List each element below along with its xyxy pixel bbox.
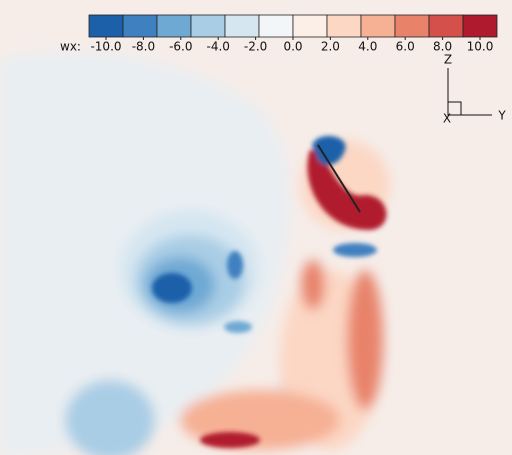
- colorbar-swatch: [190, 14, 226, 38]
- colorbar-swatch: [360, 14, 396, 38]
- colorbar-label: wx:: [60, 40, 81, 54]
- colorbar-tick-label: -10.0: [90, 40, 121, 54]
- contour-field: [0, 52, 390, 455]
- colorbar-swatch: [428, 14, 464, 38]
- colorbar-swatch: [394, 14, 430, 38]
- colorbar-swatch: [156, 14, 192, 38]
- colorbar-swatch: [326, 14, 362, 38]
- colorbar-swatch: [122, 14, 158, 38]
- colorbar-tick-label: 4.0: [358, 40, 377, 54]
- colorbar-swatch: [292, 14, 328, 38]
- colorbar-tick-label: 2.0: [321, 40, 340, 54]
- colorbar-swatch: [224, 14, 260, 38]
- colorbar-tick-label: -6.0: [169, 40, 192, 54]
- axis-label-z: Z: [444, 53, 452, 67]
- colorbar-tick-label: -4.0: [206, 40, 229, 54]
- colorbar-tick-label: 10.0: [467, 40, 494, 54]
- colorbar-swatch: [462, 14, 498, 38]
- colorbar-swatch: [258, 14, 294, 38]
- colorbar-tick-label: 6.0: [396, 40, 415, 54]
- colorbar-tick-label: -8.0: [132, 40, 155, 54]
- colorbar-tick-label: 8.0: [433, 40, 452, 54]
- axis-label-y: Y: [497, 109, 506, 123]
- contour-core: [152, 135, 387, 448]
- axes-triad: Z Y X: [443, 53, 506, 126]
- colorbar-tick-label: 0.0: [283, 40, 302, 54]
- axis-label-x: X: [443, 112, 451, 126]
- blade: [317, 144, 361, 213]
- colorbar-swatch: [88, 14, 124, 38]
- colorbar-tick-label: -2.0: [244, 40, 267, 54]
